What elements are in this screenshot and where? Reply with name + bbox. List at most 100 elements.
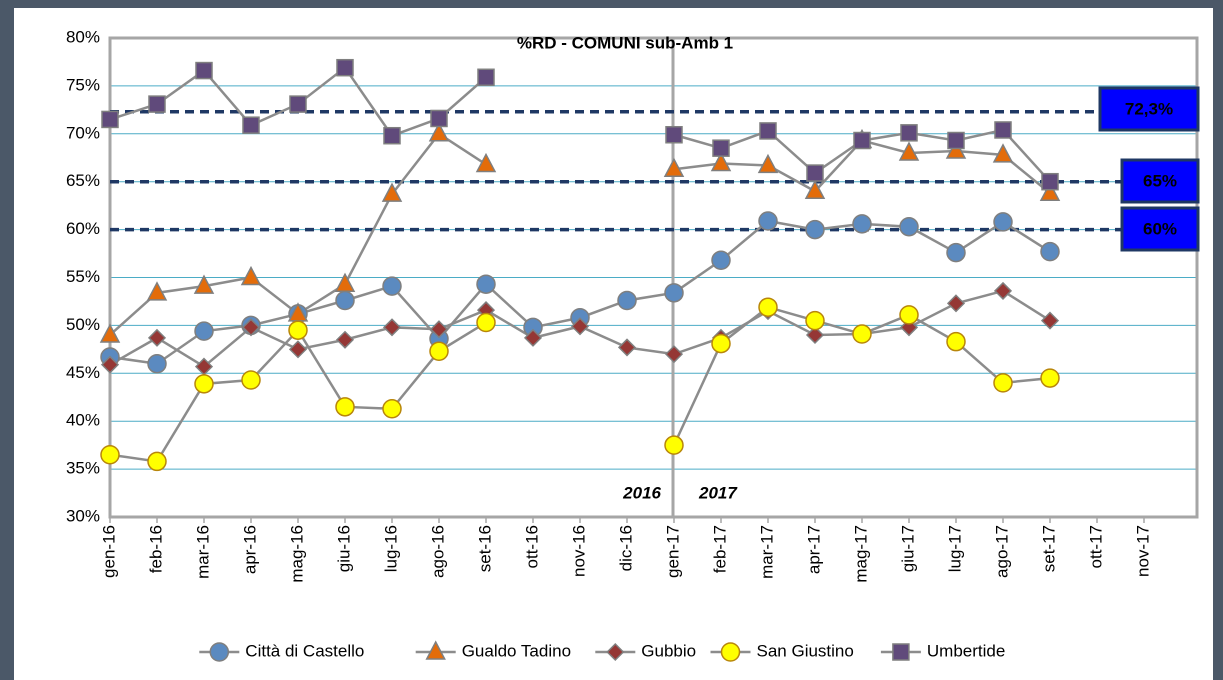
marker — [665, 126, 683, 144]
marker — [805, 325, 825, 345]
x-tick-label: lug-16 — [381, 525, 400, 572]
marker — [758, 297, 778, 317]
marker — [663, 157, 685, 177]
marker — [523, 328, 543, 347]
marker — [617, 290, 637, 311]
reference-label: 72,3% — [1125, 99, 1173, 118]
marker — [570, 317, 590, 336]
x-tick-label: apr-17 — [804, 525, 823, 574]
marker — [757, 153, 779, 174]
marker — [335, 397, 355, 417]
y-tick-label: 65% — [66, 171, 100, 190]
marker — [946, 331, 966, 352]
x-tick-label: mag-17 — [851, 525, 870, 583]
x-tick-label: ott-17 — [1086, 525, 1105, 568]
x-tick-label: nov-16 — [569, 525, 588, 577]
marker — [100, 355, 120, 374]
year-label: 2017 — [698, 483, 738, 502]
x-tick-label: feb-16 — [146, 525, 165, 573]
x-tick-label: ott-16 — [522, 525, 541, 568]
marker — [900, 124, 918, 142]
marker — [335, 290, 355, 311]
marker — [664, 283, 684, 303]
marker — [710, 151, 732, 172]
legend-label: Gubbio — [641, 641, 696, 660]
marker — [383, 126, 401, 145]
chart-title: %RD - COMUNI sub-Amb 1 — [517, 33, 733, 52]
marker — [381, 182, 403, 202]
marker — [711, 333, 731, 354]
marker — [147, 353, 167, 374]
marker — [425, 640, 446, 660]
y-tick-label: 80% — [66, 27, 100, 46]
y-tick-label: 70% — [66, 123, 100, 142]
marker — [993, 212, 1013, 232]
marker — [711, 250, 731, 271]
marker — [288, 320, 308, 340]
x-tick-label: apr-16 — [240, 525, 259, 574]
marker — [664, 435, 684, 455]
marker — [428, 122, 450, 142]
x-tick-label: nov-17 — [1133, 525, 1152, 577]
marker — [194, 374, 214, 394]
panel — [14, 8, 1213, 680]
marker — [1040, 311, 1060, 330]
x-tick-label: ago-16 — [428, 525, 447, 578]
marker — [1041, 172, 1059, 191]
marker — [899, 305, 919, 325]
marker — [148, 95, 166, 113]
x-tick-label: mar-16 — [193, 525, 212, 579]
marker — [475, 152, 497, 173]
marker — [758, 211, 778, 231]
marker — [146, 281, 168, 301]
marker — [334, 272, 356, 292]
reference-label: 65% — [1143, 171, 1177, 190]
marker — [147, 451, 167, 472]
marker — [240, 265, 262, 286]
marker — [899, 216, 919, 237]
reference-box — [1120, 158, 1200, 204]
reference-label: 60% — [1143, 219, 1177, 238]
marker — [720, 642, 741, 662]
reference-box — [1098, 86, 1200, 132]
marker — [852, 214, 872, 234]
marker — [241, 318, 261, 337]
marker — [1040, 368, 1060, 388]
marker — [993, 281, 1013, 300]
marker — [853, 131, 871, 150]
plot-border — [108, 36, 1199, 519]
y-tick-label: 50% — [66, 315, 100, 334]
y-tick-label: 45% — [66, 363, 100, 382]
marker — [429, 341, 449, 362]
marker — [805, 219, 825, 240]
marker — [712, 139, 730, 157]
legend-label: San Giustino — [757, 641, 854, 660]
marker — [664, 345, 684, 364]
x-tick-label: giu-16 — [334, 525, 353, 572]
marker — [429, 320, 449, 339]
x-tick-label: dic-16 — [616, 525, 635, 571]
marker — [195, 61, 213, 80]
marker — [947, 131, 965, 150]
legend-label: Gualdo Tadino — [462, 641, 571, 660]
marker — [194, 321, 214, 341]
marker — [336, 58, 354, 77]
marker — [852, 324, 872, 344]
marker — [209, 642, 230, 662]
x-tick-label: mag-16 — [287, 525, 306, 583]
marker — [382, 276, 402, 296]
marker — [289, 95, 307, 113]
marker — [993, 373, 1013, 393]
x-tick-label: gen-17 — [663, 525, 682, 578]
marker — [759, 122, 777, 140]
marker — [992, 143, 1014, 163]
marker — [242, 116, 260, 134]
x-tick-label: gen-16 — [99, 525, 118, 578]
year-label: 2016 — [622, 483, 661, 502]
marker — [946, 294, 966, 313]
y-tick-label: 40% — [66, 411, 100, 430]
y-tick-label: 35% — [66, 459, 100, 478]
marker — [288, 340, 308, 359]
x-tick-label: feb-17 — [710, 525, 729, 573]
marker — [805, 310, 825, 331]
